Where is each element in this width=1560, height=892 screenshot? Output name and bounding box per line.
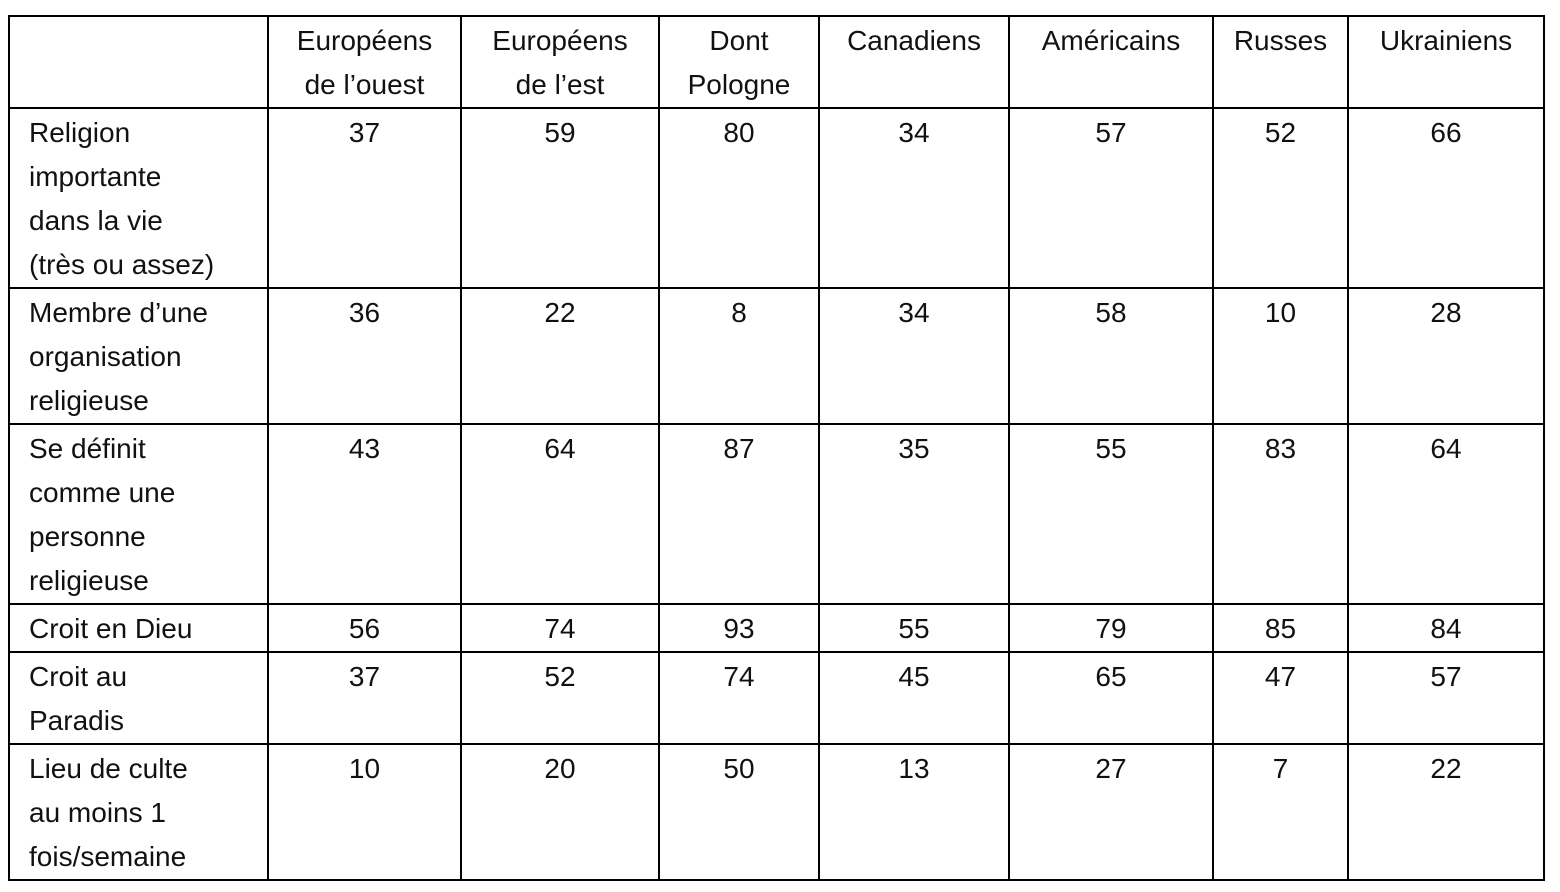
- cell-value: 50: [658, 743, 820, 881]
- column-header: [8, 15, 269, 109]
- column-header: Européens de l’est: [460, 15, 660, 109]
- cell-value: 52: [1212, 107, 1349, 289]
- cell-value: 27: [1008, 743, 1214, 881]
- table-row: Européens de l’ouest Européens de l’est Do…: [8, 15, 1545, 109]
- cell-value: 47: [1212, 651, 1349, 745]
- cell-value: 56: [267, 603, 462, 653]
- row-label: Se définit comme une personne religieuse: [8, 423, 269, 605]
- cell-value: 59: [460, 107, 660, 289]
- row-label: Lieu de culte au moins 1 fois/semaine: [8, 743, 269, 881]
- table-row: Membre d’une organisation religieuse 36 22…: [8, 287, 1545, 425]
- cell-value: 58: [1008, 287, 1214, 425]
- row-label: Religion importante dans la vie (très ou…: [8, 107, 269, 289]
- table-row: Croit au Paradis 37 52 74 45 65 47 57: [8, 651, 1545, 745]
- cell-value: 8: [658, 287, 820, 425]
- cell-value: 34: [818, 107, 1010, 289]
- cell-value: 84: [1347, 603, 1545, 653]
- cell-value: 37: [267, 107, 462, 289]
- cell-value: 43: [267, 423, 462, 605]
- cell-value: 87: [658, 423, 820, 605]
- column-header: Russes: [1212, 15, 1349, 109]
- row-label: Membre d’une organisation religieuse: [8, 287, 269, 425]
- cell-value: 55: [1008, 423, 1214, 605]
- column-header: Ukrainiens: [1347, 15, 1545, 109]
- row-label: Croit au Paradis: [8, 651, 269, 745]
- column-header: Dont Pologne: [658, 15, 820, 109]
- table-body: Européens de l’ouest Européens de l’est Do…: [8, 15, 1545, 881]
- cell-value: 7: [1212, 743, 1349, 881]
- cell-value: 57: [1347, 651, 1545, 745]
- cell-value: 35: [818, 423, 1010, 605]
- cell-value: 22: [1347, 743, 1545, 881]
- cell-value: 34: [818, 287, 1010, 425]
- column-header: Européens de l’ouest: [267, 15, 462, 109]
- column-header: Américains: [1008, 15, 1214, 109]
- cell-value: 55: [818, 603, 1010, 653]
- cell-value: 85: [1212, 603, 1349, 653]
- cell-value: 22: [460, 287, 660, 425]
- cell-value: 74: [658, 651, 820, 745]
- cell-value: 83: [1212, 423, 1349, 605]
- cell-value: 64: [1347, 423, 1545, 605]
- cell-value: 57: [1008, 107, 1214, 289]
- cell-value: 65: [1008, 651, 1214, 745]
- cell-value: 64: [460, 423, 660, 605]
- cell-value: 79: [1008, 603, 1214, 653]
- cell-value: 28: [1347, 287, 1545, 425]
- cell-value: 80: [658, 107, 820, 289]
- table-row: Lieu de culte au moins 1 fois/semaine 10 2…: [8, 743, 1545, 881]
- table-row: Se définit comme une personne religieuse…: [8, 423, 1545, 605]
- cell-value: 74: [460, 603, 660, 653]
- cell-value: 20: [460, 743, 660, 881]
- cell-value: 10: [267, 743, 462, 881]
- cell-value: 36: [267, 287, 462, 425]
- row-label: Croit en Dieu: [8, 603, 269, 653]
- cell-value: 66: [1347, 107, 1545, 289]
- column-header: Canadiens: [818, 15, 1010, 109]
- cell-value: 13: [818, 743, 1010, 881]
- table-row: Religion importante dans la vie (très ou…: [8, 107, 1545, 289]
- cell-value: 52: [460, 651, 660, 745]
- data-table: Européens de l’ouest Européens de l’est Do…: [8, 15, 1545, 881]
- cell-value: 45: [818, 651, 1010, 745]
- table-row: Croit en Dieu 56 74 93 55 79 85 84: [8, 603, 1545, 653]
- cell-value: 37: [267, 651, 462, 745]
- cell-value: 10: [1212, 287, 1349, 425]
- cell-value: 93: [658, 603, 820, 653]
